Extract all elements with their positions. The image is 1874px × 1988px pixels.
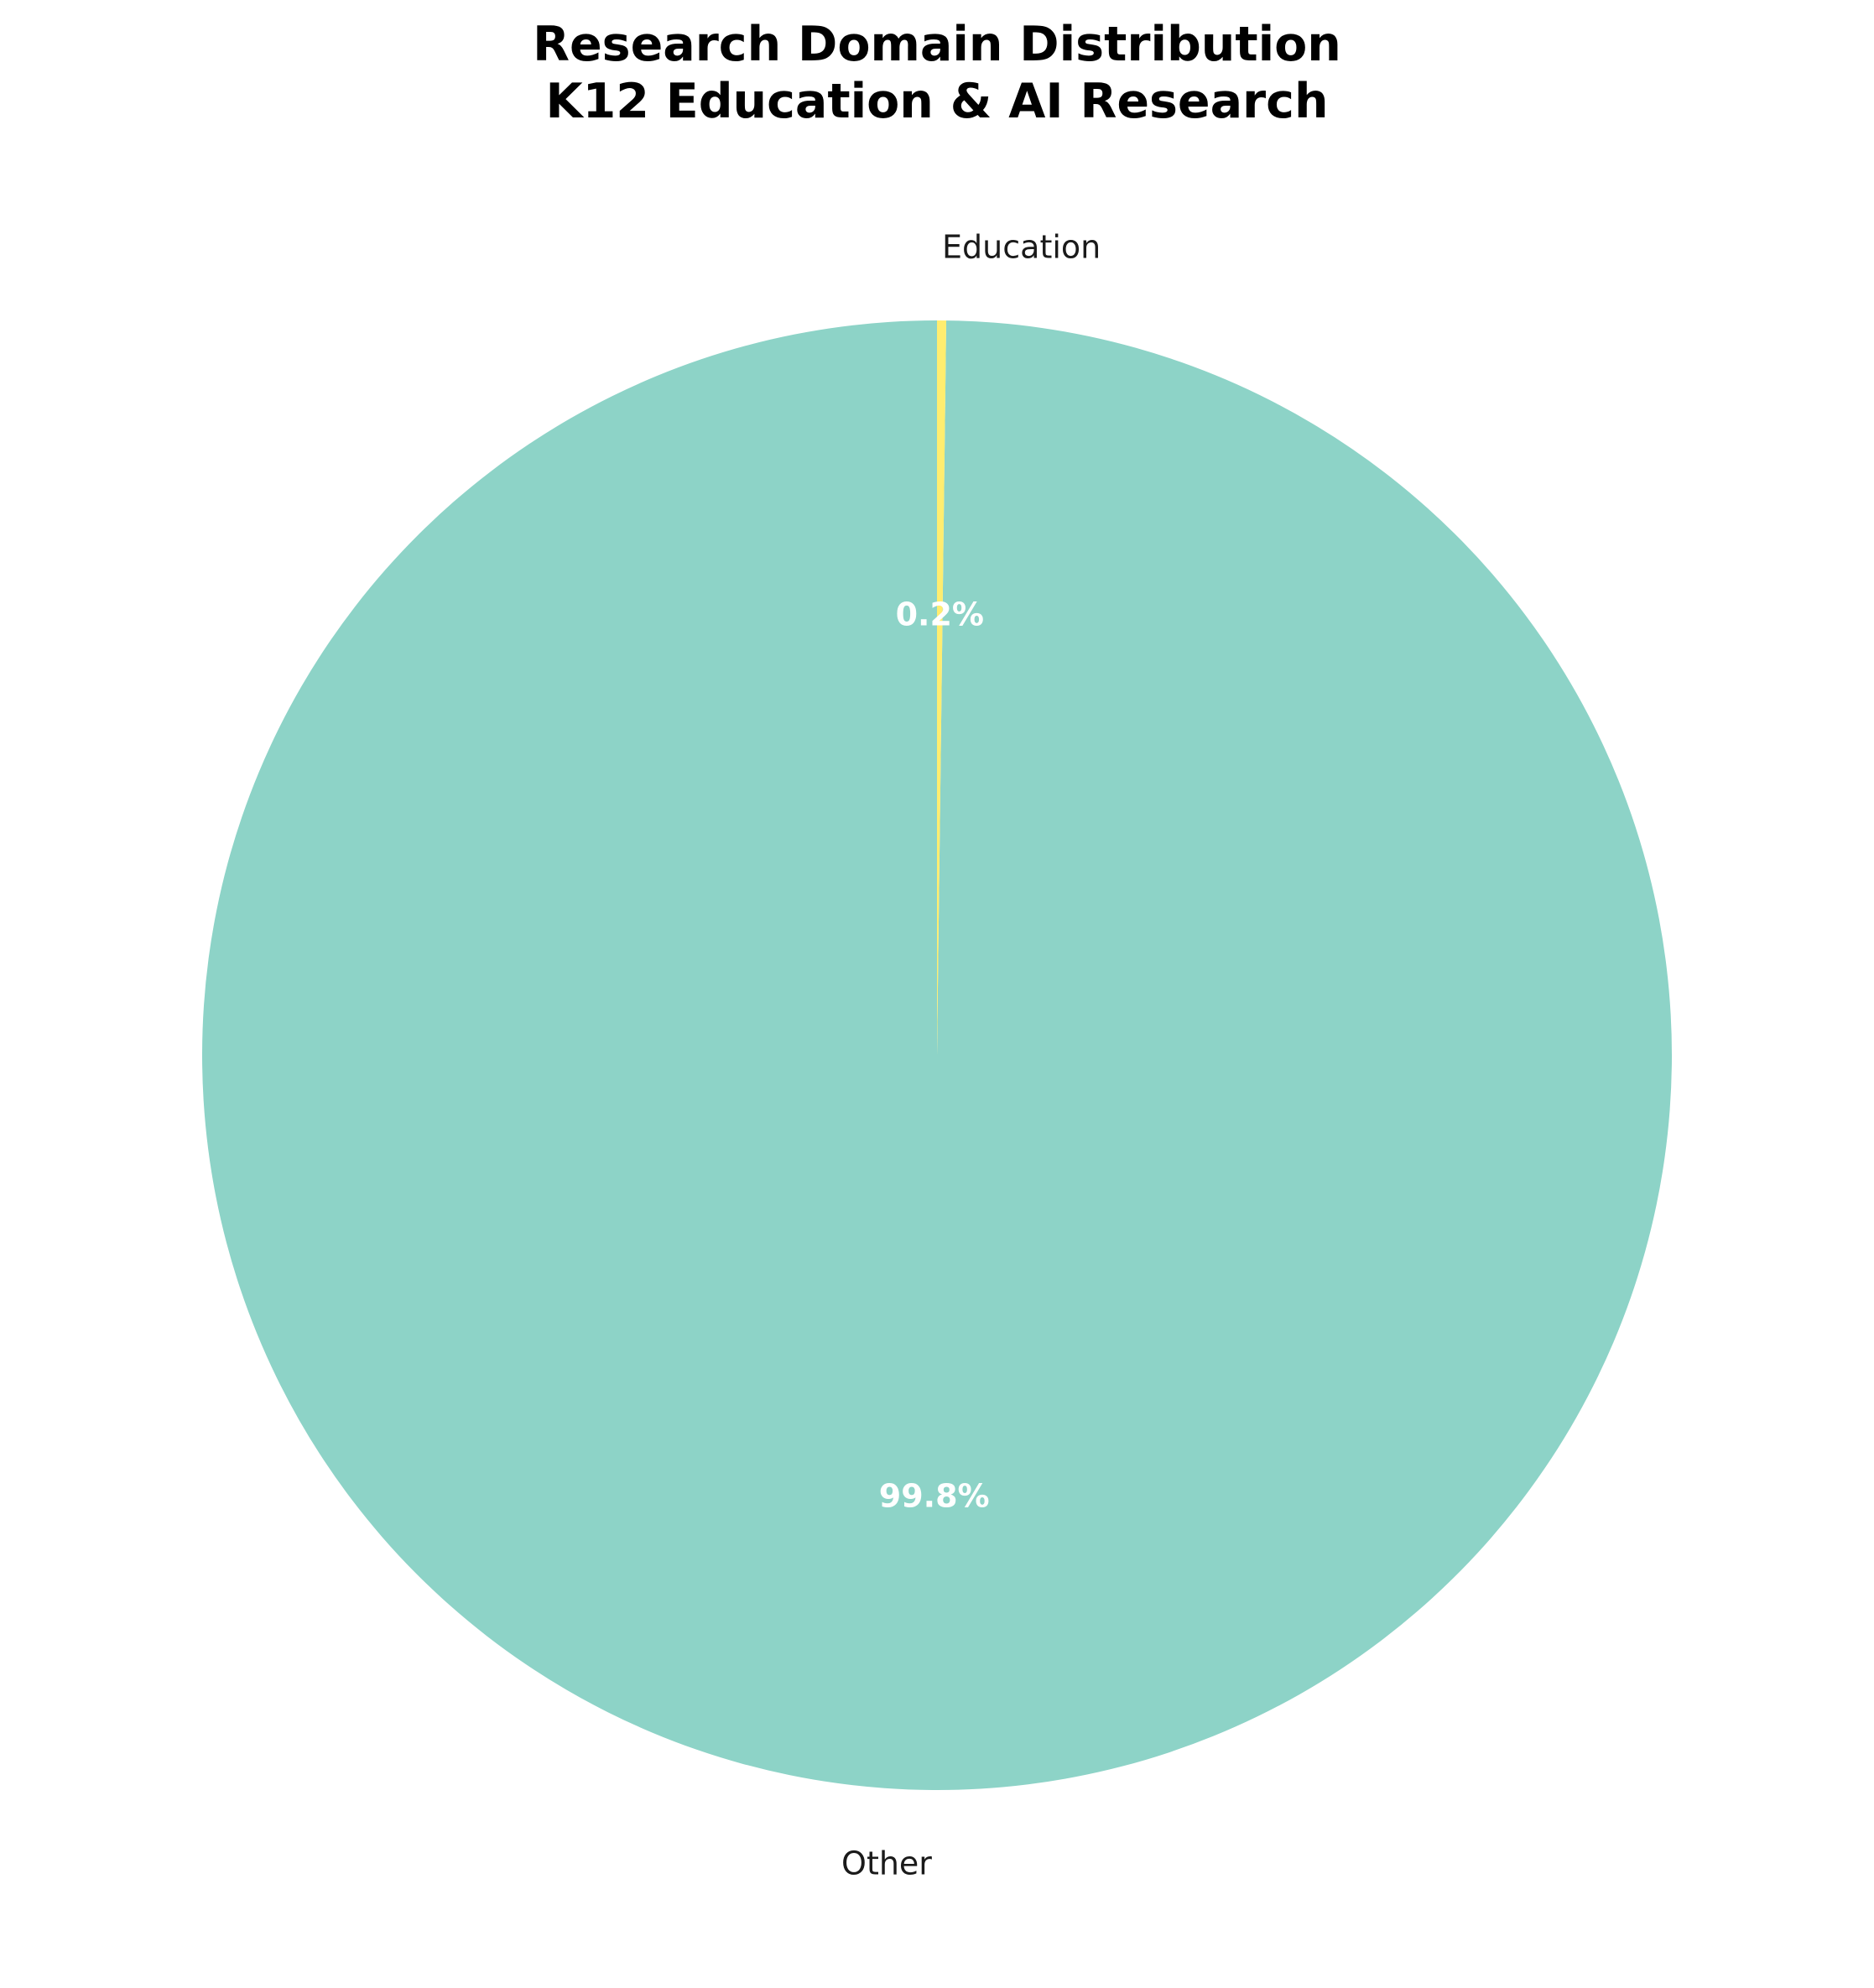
pie-slices xyxy=(202,320,1672,1790)
pct-label-education: 0.2% xyxy=(896,596,984,632)
pct-label-other: 99.8% xyxy=(879,1478,990,1515)
chart-title-line-2: K12 Education & AI Research xyxy=(545,74,1328,129)
slice-label-education: Education xyxy=(942,228,1101,265)
chart-title-line-1: Research Domain Distribution xyxy=(533,17,1341,72)
slice-label-other: Other xyxy=(841,1845,932,1882)
